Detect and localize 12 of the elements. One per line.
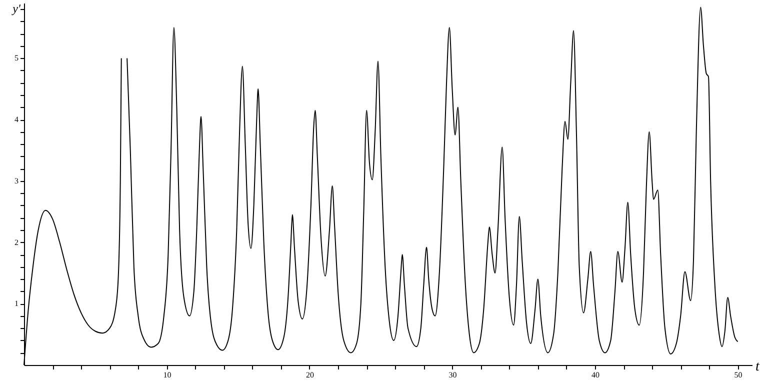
x-tick-label: 30 <box>448 370 457 380</box>
y-tick-label: 5 <box>14 54 18 63</box>
x-tick-label: 40 <box>591 370 600 380</box>
y-axis-title: y' <box>12 2 21 16</box>
x-axis-title: t <box>756 360 760 374</box>
y-tick-label: 1 <box>14 299 18 308</box>
x-tick-label: 20 <box>306 370 314 380</box>
x-tick-label: 10 <box>163 370 172 380</box>
y-tick-label: 3 <box>14 176 18 186</box>
y-tick-label: 2 <box>14 238 18 247</box>
y-tick-label: 4 <box>14 115 18 124</box>
x-tick-label: 50 <box>734 370 742 380</box>
